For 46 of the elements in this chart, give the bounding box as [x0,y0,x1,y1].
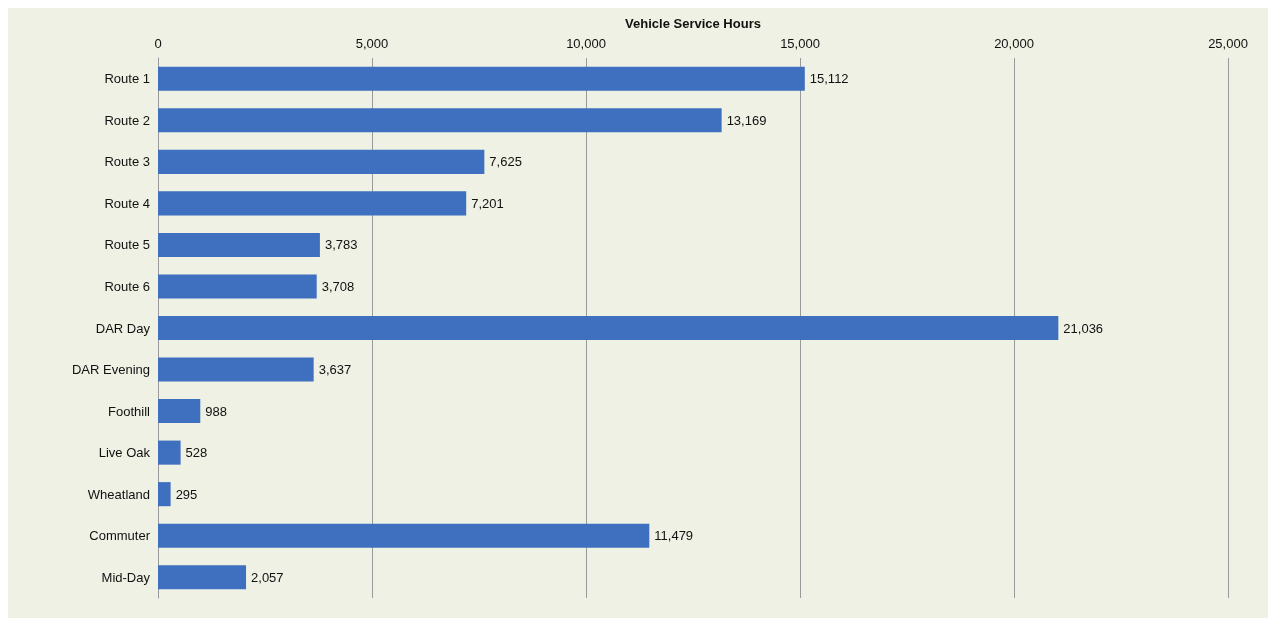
y-tick-label: Live Oak [98,445,151,461]
data-label: 3,708 [321,278,355,294]
data-label: 21,036 [1063,320,1104,336]
bar [158,357,314,382]
y-tick-label: Route 5 [104,237,150,253]
bar [158,440,181,465]
bar [158,565,247,590]
y-tick-label: Route 1 [104,71,150,87]
data-label: 3,783 [324,237,358,253]
y-tick-label: Commuter [89,528,151,544]
y-tick-label: DAR Evening [71,362,150,378]
y-tick-label: Foothill [108,403,151,419]
bar [158,66,805,91]
x-tick-label: 15,000 [780,36,820,51]
x-axis-title: Vehicle Service Hours [625,16,761,31]
y-tick-label: Route 2 [104,112,150,128]
bar [158,315,1059,341]
data-label: 7,625 [489,154,522,170]
y-tick-label: DAR Day [95,320,151,336]
data-label: 2,057 [251,569,284,585]
y-tick-label: Route 6 [104,278,150,294]
data-label: 13,169 [726,112,767,128]
x-tick-label: 10,000 [566,36,606,51]
bar [158,149,485,174]
data-label: 528 [185,445,208,461]
y-tick-label: Mid-Day [101,569,151,585]
y-tick-label: Route 3 [104,154,150,170]
data-label: 988 [205,403,227,419]
bar [158,523,650,548]
bar [158,232,320,257]
y-tick-label: Wheatland [87,486,150,502]
bar [158,482,171,507]
data-label: 7,201 [471,195,504,211]
bar [158,274,317,299]
x-tick-label: 5,000 [355,36,389,51]
x-tick-label: 25,000 [1208,36,1248,51]
data-label: 295 [175,486,198,502]
x-tick-label: 20,000 [994,36,1034,51]
data-label: 3,637 [318,362,352,378]
data-label: 15,112 [809,71,849,87]
bar [158,191,467,216]
y-tick-label: Route 4 [104,195,150,211]
data-label: 11,479 [654,528,694,544]
bar [158,108,722,133]
x-tick-label: 0 [154,36,162,51]
bar [158,399,201,424]
